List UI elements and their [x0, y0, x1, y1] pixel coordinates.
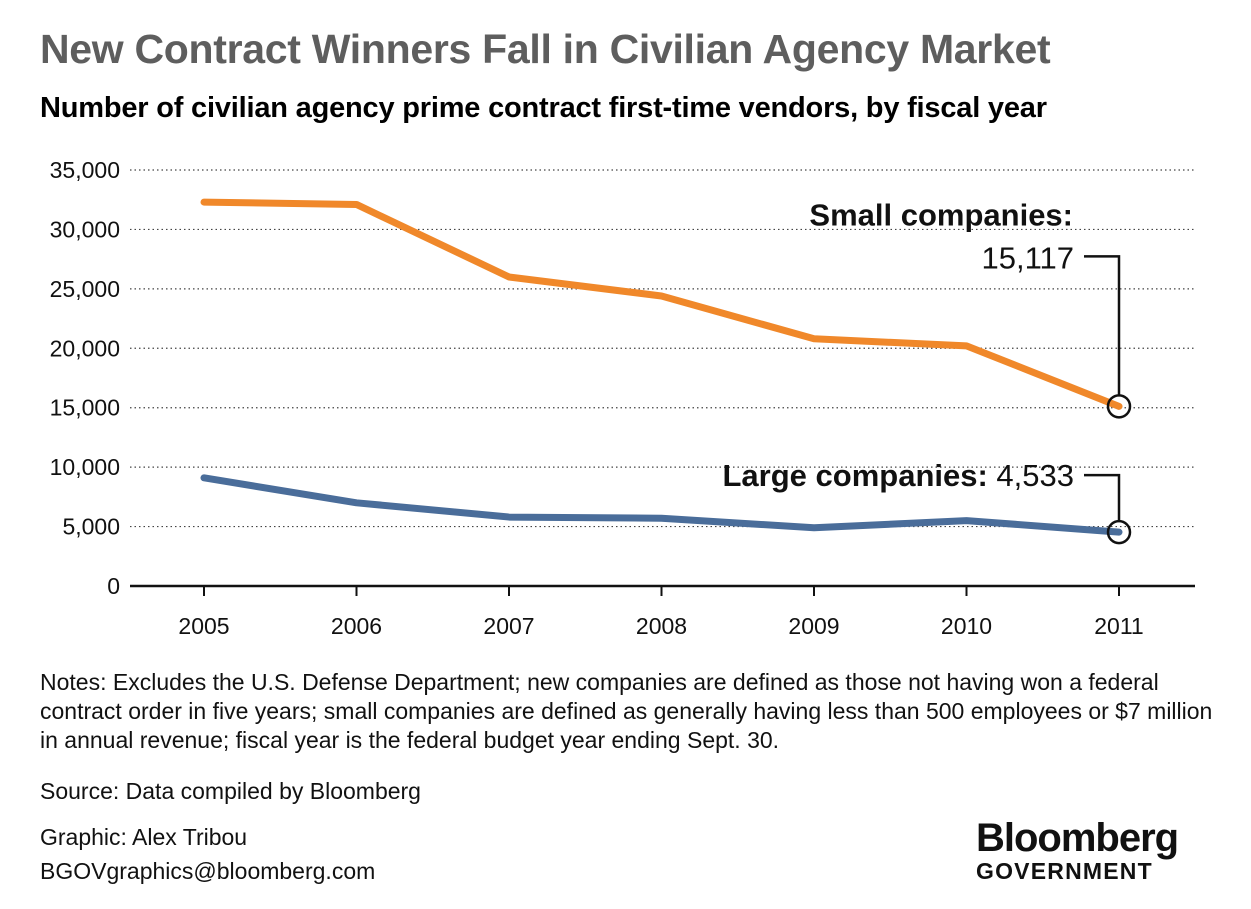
- chart-subtitle: Number of civilian agency prime contract…: [40, 92, 1047, 124]
- x-tick-label: 2006: [331, 613, 382, 639]
- small-companies-value: 15,117: [981, 240, 1074, 275]
- large-companies-leader-line: [1084, 473, 1121, 522]
- contact-email: BGOVgraphics@bloomberg.com: [40, 858, 376, 884]
- y-tick-label: 0: [107, 573, 120, 599]
- x-tick-label: 2009: [788, 613, 839, 639]
- y-tick-label: 20,000: [50, 335, 120, 361]
- y-tick-label: 5,000: [62, 514, 120, 540]
- bloomberg-government-logo: Bloomberg GOVERNMENT: [976, 816, 1179, 884]
- x-tick-label: 2011: [1094, 613, 1143, 639]
- y-tick-label: 30,000: [50, 216, 120, 242]
- graphic-credit: Graphic: Alex Tribou: [40, 824, 248, 850]
- small-companies-leader-line: [1084, 255, 1121, 396]
- y-tick-label: 15,000: [50, 395, 120, 421]
- chart-notes: Notes: Excludes the U.S. Defense Departm…: [40, 669, 1213, 753]
- small-companies-line: [200, 198, 1123, 410]
- chart-source: Source: Data compiled by Bloomberg: [40, 778, 421, 804]
- logo-sub: GOVERNMENT: [976, 858, 1153, 884]
- small-companies-endpoint-marker: [1106, 394, 1132, 419]
- large-companies-label: Large companies: 4,533: [723, 458, 1075, 493]
- chart-title: New Contract Winners Fall in Civilian Ag…: [40, 26, 1051, 72]
- x-tick-label: 2007: [483, 613, 534, 639]
- x-tick-label: 2010: [941, 613, 992, 639]
- large-companies-value: 4,533: [996, 458, 1074, 493]
- x-tick-label: 2008: [636, 613, 687, 639]
- y-tick-label: 25,000: [50, 276, 120, 302]
- line-chart: 0 5,000 10,000 15,000 20,000 25,000 30,000 35,0…: [50, 157, 1195, 639]
- logo-brand: Bloomberg: [976, 816, 1179, 860]
- y-tick-label: 10,000: [50, 454, 120, 480]
- large-companies-name: Large companies:: [723, 458, 997, 493]
- y-tick-label: 35,000: [50, 157, 120, 183]
- x-tick-label: 2005: [178, 613, 229, 639]
- small-companies-label: Small companies:: [809, 197, 1073, 232]
